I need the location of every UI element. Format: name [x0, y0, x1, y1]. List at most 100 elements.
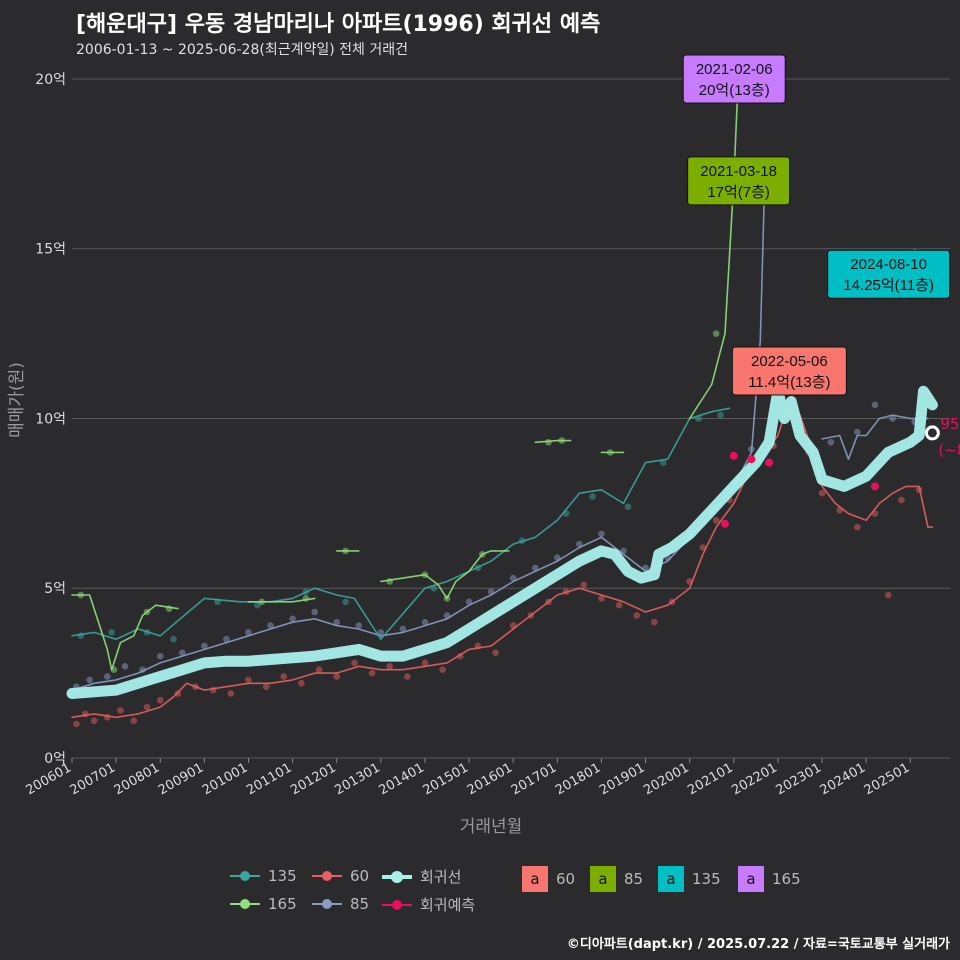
- legend-box-label-85: 85: [624, 870, 644, 888]
- data-point-s60: [615, 601, 623, 609]
- x-tick-label: 202101: [685, 760, 735, 798]
- series-line-165: [534, 439, 572, 444]
- data-point-s85: [889, 415, 896, 422]
- data-point-s135: [108, 629, 116, 636]
- data-point-s60: [404, 673, 411, 680]
- annotation-date: 2024-08-10: [850, 256, 927, 273]
- data-point-s85: [201, 642, 208, 650]
- data-point-s60: [117, 707, 124, 714]
- legend-item-165: 165: [230, 894, 297, 914]
- annotation-box: [731, 346, 847, 396]
- data-point-s85: [854, 428, 861, 436]
- legend-box-swatch-60: a: [522, 866, 548, 892]
- annotation-price: 14.25억(11층): [843, 277, 934, 294]
- data-point-s60: [315, 666, 323, 674]
- annotation-box: [687, 156, 791, 206]
- annotation-date: 2021-03-18: [700, 163, 777, 180]
- annotation-box: [682, 54, 786, 104]
- annotation-price: 17억(7층): [707, 184, 770, 201]
- y-tick-label: 10억: [35, 411, 66, 427]
- data-point-s60: [280, 673, 288, 680]
- data-point-s60: [633, 612, 641, 619]
- legend-box-label-135: 135: [692, 870, 721, 888]
- x-tick-label: 201501: [421, 760, 471, 798]
- series-line-165: [71, 594, 179, 671]
- data-point-s60: [598, 595, 605, 602]
- legend-label-135: 135: [268, 867, 297, 885]
- x-tick-label: 201301: [332, 760, 382, 798]
- x-tick-label: 202301: [774, 760, 824, 798]
- data-point-s85: [827, 438, 835, 446]
- legend-swatch-85: [312, 899, 342, 909]
- data-point-s60: [854, 523, 861, 531]
- latest-estimate-value: 95,750: [940, 415, 960, 433]
- legend-box-swatch-135: a: [658, 866, 684, 892]
- x-tick-label: 201101: [244, 760, 294, 798]
- x-tick-label: 202401: [818, 760, 868, 798]
- legend: 135 60 회귀선 165 85 회귀예측 a 60 a 85 a 135 a…: [230, 866, 830, 926]
- legend-box-135: a 135: [658, 866, 721, 892]
- legend-item-regression: 회귀선: [382, 866, 461, 887]
- latest-estimate-marker: [924, 425, 940, 441]
- x-tick-label: 201601: [465, 760, 515, 798]
- data-point-s135: [717, 411, 724, 419]
- data-point-s165: [712, 330, 720, 337]
- forecast-point: [870, 482, 879, 491]
- x-tick-label: 202501: [862, 760, 912, 798]
- x-tick-label: 202201: [729, 760, 779, 798]
- data-point-s60: [651, 618, 658, 626]
- data-point-s135: [659, 459, 667, 466]
- data-point-s60: [898, 496, 905, 504]
- series-line-165: [380, 550, 510, 600]
- x-tick-label: 202001: [641, 760, 691, 798]
- data-point-s85: [465, 598, 473, 606]
- legend-label-165: 165: [268, 895, 297, 913]
- data-point-s60: [492, 649, 499, 657]
- legend-label-forecast: 회귀예측: [420, 896, 476, 914]
- data-point-s60: [156, 696, 164, 704]
- data-point-s60: [333, 673, 341, 680]
- legend-label-60: 60: [350, 867, 370, 885]
- data-point-s85: [399, 625, 407, 633]
- annotation-date: 2021-02-06: [696, 61, 773, 78]
- legend-box-swatch-85: a: [590, 866, 616, 892]
- legend-box-60: a 60: [522, 866, 575, 892]
- y-tick-label: 5억: [44, 581, 66, 597]
- legend-box-85: a 85: [590, 866, 643, 892]
- data-point-s85: [86, 676, 93, 684]
- x-tick-label: 201801: [553, 760, 603, 798]
- data-point-s85: [576, 540, 583, 548]
- annotation-price: 11.4억(13층): [748, 374, 830, 391]
- forecast-point: [765, 458, 774, 467]
- annotation-box: [827, 249, 951, 299]
- series-line-165: [247, 597, 316, 603]
- data-point-s85: [245, 629, 252, 636]
- data-point-s60: [90, 717, 98, 724]
- forecast-point: [720, 519, 729, 528]
- data-point-s85: [598, 530, 605, 538]
- data-point-s135: [170, 635, 177, 643]
- y-axis-label: 매매가(원): [7, 362, 27, 438]
- x-tick-label: 200701: [68, 760, 118, 798]
- data-point-s60: [818, 489, 826, 497]
- legend-box-label-165: 165: [772, 870, 801, 888]
- data-point-s85: [311, 608, 318, 616]
- data-point-s60: [386, 663, 393, 670]
- data-point-s60: [73, 720, 80, 728]
- data-point-s60: [580, 581, 588, 589]
- data-point-s60: [143, 703, 151, 711]
- data-point-s85: [509, 574, 517, 582]
- y-tick-label: 20억: [35, 72, 66, 88]
- data-point-s85: [531, 564, 539, 572]
- legend-box-swatch-165: a: [738, 866, 764, 892]
- regression-line: [66, 385, 938, 699]
- data-point-s85: [289, 615, 296, 623]
- data-point-s85: [223, 635, 230, 643]
- data-point-s85: [103, 673, 111, 680]
- x-tick-label: 200801: [112, 760, 162, 798]
- data-point-s85: [267, 622, 274, 629]
- data-point-s85: [121, 663, 129, 670]
- annotation-price: 20억(13층): [699, 82, 770, 99]
- data-point-s60: [368, 669, 376, 677]
